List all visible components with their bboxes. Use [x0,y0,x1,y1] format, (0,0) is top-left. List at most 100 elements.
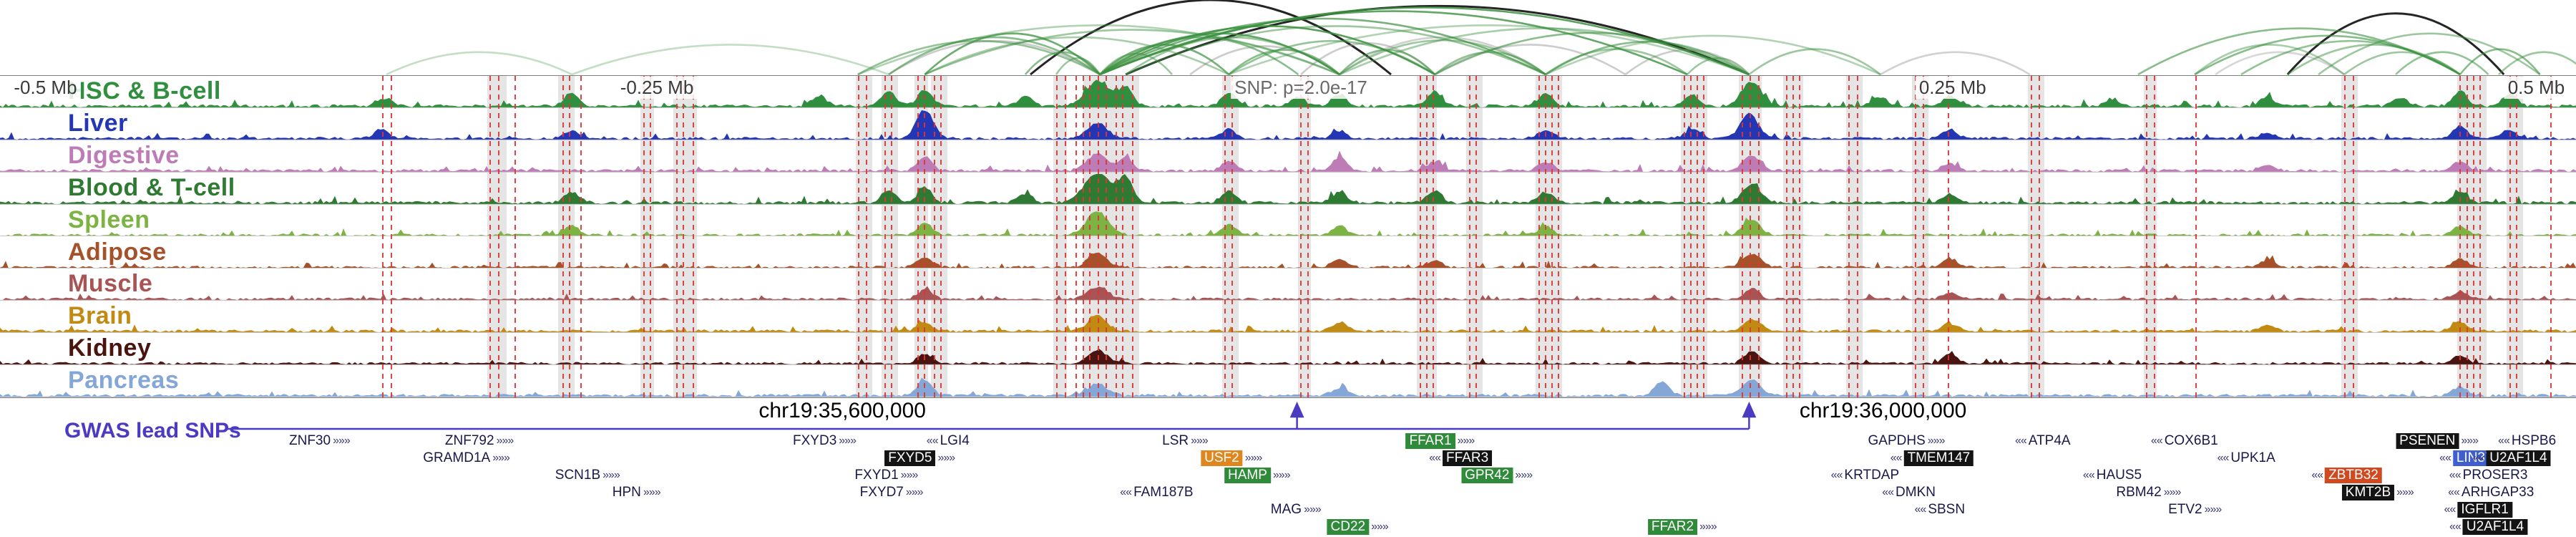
gene-hspb6: «« HSPB6 [2498,432,2556,450]
track-label: Blood & T-cell [68,173,235,201]
signal-path [0,252,2576,268]
strand-arrows: «« [1830,469,1843,481]
gene-fxyd3: FXYD3»»» [793,432,857,450]
snp-line [1231,76,1233,397]
interaction-arc [1434,32,1750,75]
track-row: Brain [0,301,2576,334]
snp-line [940,76,942,397]
strand-arrows: «« [1429,452,1441,464]
scale-ruler: -0.5 Mb -0.25 Mb SNP: p=2.0e-17 0.25 Mb 0.5 … [0,77,2576,101]
gene-name: KRTDAP [1844,468,1900,483]
track-row: Kidney [0,333,2576,366]
interaction-arc [1099,17,1546,75]
signal-area [0,349,2576,365]
snp-line [1115,76,1117,397]
snp-line [382,76,384,397]
signal-path [0,286,2576,301]
snp-line [1075,76,1078,397]
snp-line [1089,76,1091,397]
snp-line [497,76,499,397]
snp-line [1106,76,1108,397]
snp-line [917,76,919,397]
signal-area [0,173,2576,204]
snp-line [1538,76,1540,397]
gene-name: DMKN [1896,485,1936,500]
snp-line [2473,76,2475,397]
gene-track: ZNF30»»» ZNF792»»» GRAMD1A»»» SCN1B»»» HPN»»… [0,432,2576,537]
interaction-arc [924,29,1340,75]
snp-line [580,76,582,397]
gene-cox6b1: «« COX6B1 [2151,432,2218,450]
interaction-arc [2318,32,2541,75]
signal-area [0,211,2576,236]
snp-line [676,76,678,397]
gene-name: SCN1B [555,468,601,483]
gene-name: ATP4A [2028,433,2071,448]
gene-name: RBM42 [2116,485,2162,500]
interaction-arc [2343,51,2461,75]
snp-line [1785,76,1787,397]
strand-arrows: «« [2449,521,2462,533]
interaction-arc [2498,51,2576,75]
highlight-band [2341,76,2358,397]
snp-line [2195,76,2197,397]
gene-lgi4: «« LGI4 [927,432,970,450]
snp-line [2509,76,2511,397]
snp-line [1923,76,1925,397]
snp-line [1792,76,1795,397]
snp-line [1857,76,1859,397]
gene-name: FXYD1 [854,468,899,483]
gene-cd22: CD22»»» [1327,518,1389,536]
genome-coordinates: chr19:35,600,000 chr19:36,000,000 [0,399,2576,423]
snp-line [891,76,893,397]
highlight-band [1912,76,1929,397]
scale-label: -0.5 Mb [10,77,81,99]
strand-arrows: »»» [1244,452,1263,464]
strand-arrows: «« [2311,469,2323,481]
snp-line [650,76,652,397]
snp-line [1683,76,1685,397]
interaction-arc [571,44,889,75]
snp-line [1425,76,1428,397]
snp-line [1307,76,1309,397]
track-label: Digestive [68,141,180,169]
strand-arrows: »»» [2163,486,2182,498]
gene-fxyd5: FXYD5»»» [884,450,955,467]
interaction-arc [1434,44,1626,75]
snp-line [1914,76,1916,397]
snp-line [1799,76,1801,397]
gene-etv2: ETV2»»» [2168,501,2222,518]
gene-name: FFAR2 [1647,519,1698,535]
snp-line [1558,76,1560,397]
highlight-band [855,76,872,397]
strand-arrows: «« [2448,486,2460,498]
gene-name: FXYD7 [859,485,904,500]
snp-line [1703,76,1705,397]
interaction-arc [1228,24,1750,75]
signal-path [0,150,2576,172]
gene-gramd1a: GRAMD1A»»» [423,450,510,467]
snp-line [1551,76,1553,397]
snp-line [1697,76,1699,397]
snp-line [569,76,571,397]
strand-arrows: «« [1890,452,1903,464]
gene-name: UPK1A [2230,450,2275,465]
snp-line [1433,76,1435,397]
snp-line [934,76,936,397]
gene-name: PROSER3 [2462,468,2528,483]
snp-line [2145,76,2147,397]
strand-arrows: «« [2472,452,2484,464]
signal-area [0,150,2576,172]
gene-name: LSR [1162,433,1189,448]
gene-name: FXYD3 [793,433,837,448]
gene-name: U2AF1L4 [2486,450,2551,466]
snp-line [1848,76,1850,397]
gene-scn1b: SCN1B»»» [555,467,620,484]
track-label: Adipose [68,238,167,266]
strand-arrows: «« [2217,452,2230,464]
track-row: Digestive [0,140,2576,173]
snp-line [1468,76,1470,397]
strand-arrows: »»» [1927,435,1946,447]
snp-line [1419,76,1421,397]
gene-psenen: PSENEN»»» [2396,432,2479,450]
